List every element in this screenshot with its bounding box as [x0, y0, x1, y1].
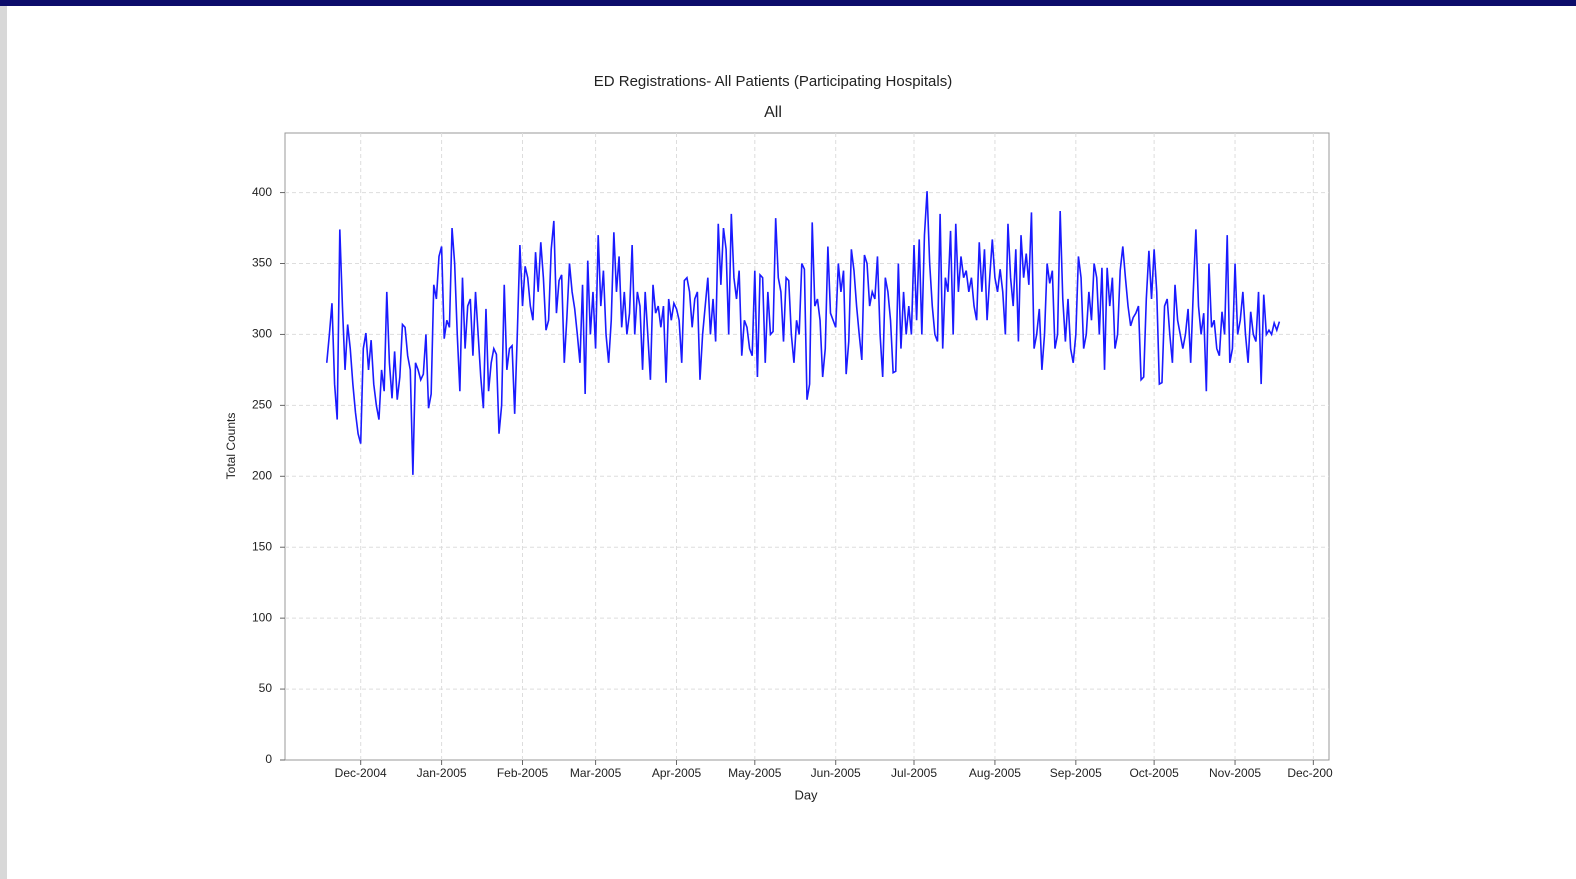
y-tick-label: 100 [252, 610, 272, 624]
y-tick-label: 250 [252, 398, 272, 412]
x-tick-label: Oct-2005 [1129, 766, 1179, 780]
plot-layer: 0 50 100 150 200 250 300 350 400 Dec-2004 Jan-2005… [252, 133, 1339, 780]
x-axis-label: Day [794, 787, 818, 802]
x-tick-label: Aug-2005 [969, 766, 1021, 780]
left-strip [0, 6, 7, 879]
y-tick-label: 300 [252, 327, 272, 341]
x-tick-label: Sep-2005 [1050, 766, 1102, 780]
chart-subtitle: All [764, 104, 782, 121]
x-tick-label: Jan-2005 [417, 766, 467, 780]
y-tick-label: 200 [252, 468, 272, 482]
y-tick-label: 0 [265, 752, 272, 766]
x-tick-label: May-2005 [728, 766, 782, 780]
y-tick-label: 350 [252, 256, 272, 270]
y-tick-label: 400 [252, 185, 272, 199]
x-tick-label: Mar-2005 [570, 766, 622, 780]
x-tick-label: Jul-2005 [891, 766, 937, 780]
x-tick-label: Apr-2005 [652, 766, 702, 780]
data-line [325, 191, 1281, 475]
y-tick-label: 50 [259, 681, 273, 695]
x-tick-label: Dec-2005 [1287, 766, 1339, 780]
x-tick-label: Nov-2005 [1209, 766, 1261, 780]
y-tick-label: 150 [252, 539, 272, 553]
top-bar [0, 0, 1576, 6]
x-tick-label: Dec-2004 [335, 766, 387, 780]
chart-title: ED Registrations- All Patients (Particip… [594, 73, 952, 90]
plot-frame [284, 132, 1330, 761]
x-tick-label: Feb-2005 [497, 766, 549, 780]
x-tick-label: Jun-2005 [811, 766, 861, 780]
y-axis-label: Total Counts [224, 413, 238, 480]
